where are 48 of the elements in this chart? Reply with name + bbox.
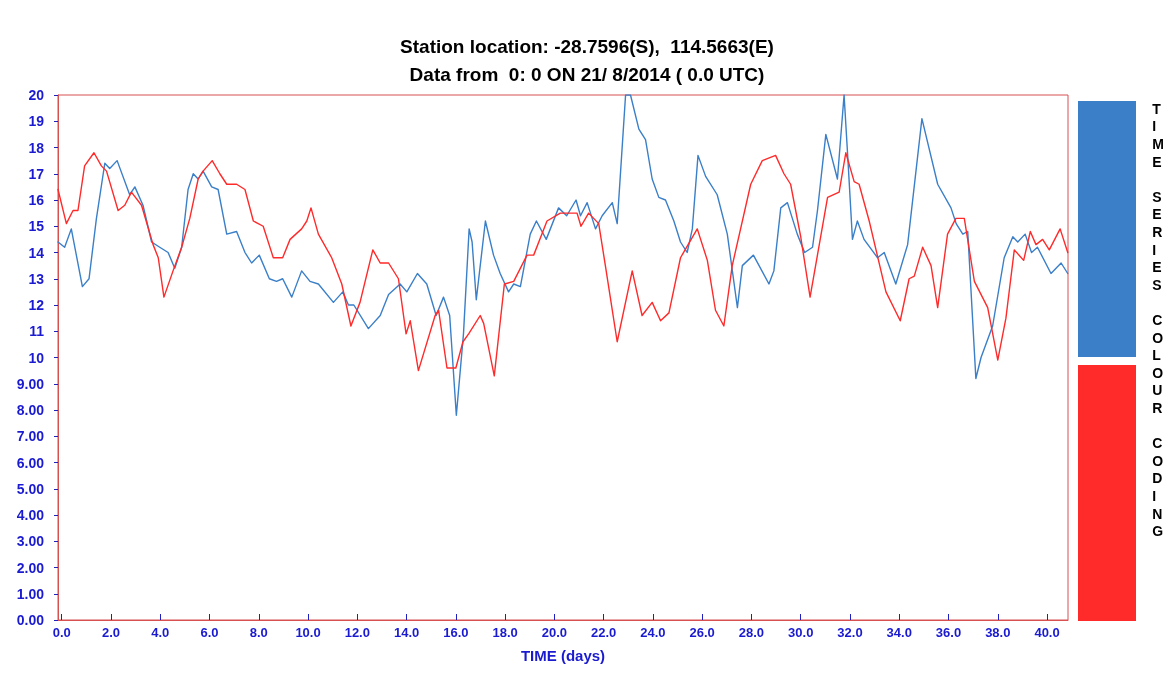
chart-title: Station location: -28.7596(S), 114.5663(E) [400, 36, 774, 57]
y-tick-label: 12 [28, 297, 45, 313]
x-tick-label: 32.0 [837, 625, 863, 640]
y-tick-label: 7.00 [16, 428, 45, 445]
y-tick-label: 20 [28, 87, 45, 103]
y-tick-label: 0.00 [16, 612, 45, 628]
x-tick-label: 20.0 [541, 625, 568, 640]
y-tick-label: 13 [28, 270, 45, 287]
x-tick-label: 4.0 [151, 625, 170, 640]
y-tick-label: 11 [29, 323, 45, 340]
x-tick-label: 16.0 [443, 625, 469, 640]
line-series [57, 94, 1069, 416]
line-series [57, 152, 1069, 377]
x-tick-label: 0.0 [52, 625, 71, 640]
x-tick-label: 38.0 [985, 625, 1011, 640]
y-tick-label: 8.00 [16, 402, 45, 418]
y-tick-label: 18 [28, 139, 45, 156]
chart-subtitle: Data from 0: 0 ON 21/ 8/2014 ( 0.0 UTC) [409, 64, 765, 85]
x-tick-label: 30.0 [788, 625, 814, 640]
y-tick-label: 4.00 [16, 507, 45, 523]
x-tick-label: 6.0 [200, 625, 219, 640]
x-tick-label: 2.0 [101, 625, 120, 640]
y-tick-label: 5.00 [16, 480, 45, 497]
x-axis-title: TIME (days) [520, 647, 606, 664]
x-tick-label: 18.0 [492, 625, 518, 640]
y-tick-label: 17 [28, 165, 45, 182]
x-tick-label: 10.0 [295, 625, 321, 640]
y-tick-label: 19 [28, 113, 45, 130]
y-tick-label: 2.00 [16, 559, 45, 576]
y-tick-label: 9.00 [16, 375, 45, 392]
x-tick-label: 36.0 [935, 625, 962, 640]
x-tick-label: 28.0 [738, 625, 765, 640]
y-tick-label: 3.00 [16, 533, 45, 550]
text: TIME SERIES COLOUR CODING [1152, 100, 1165, 540]
y-tick-label: 14 [28, 244, 45, 261]
y-tick-label: 6.00 [16, 454, 45, 471]
x-tick-label: 8.0 [249, 625, 268, 640]
x-tick-label: 24.0 [640, 625, 666, 640]
x-tick-label: 40.0 [1034, 625, 1060, 640]
x-tick-label: 22.0 [590, 625, 617, 640]
x-tick-label: 26.0 [689, 625, 715, 640]
y-tick-label: 16 [28, 192, 45, 208]
y-tick-label: 1.00 [16, 585, 45, 602]
x-tick-label: 34.0 [886, 625, 912, 640]
y-tick-label: 15 [28, 218, 45, 235]
x-tick-label: 14.0 [393, 625, 420, 640]
y-tick-label: 10 [28, 349, 45, 366]
x-tick-label: 12.0 [344, 625, 370, 640]
